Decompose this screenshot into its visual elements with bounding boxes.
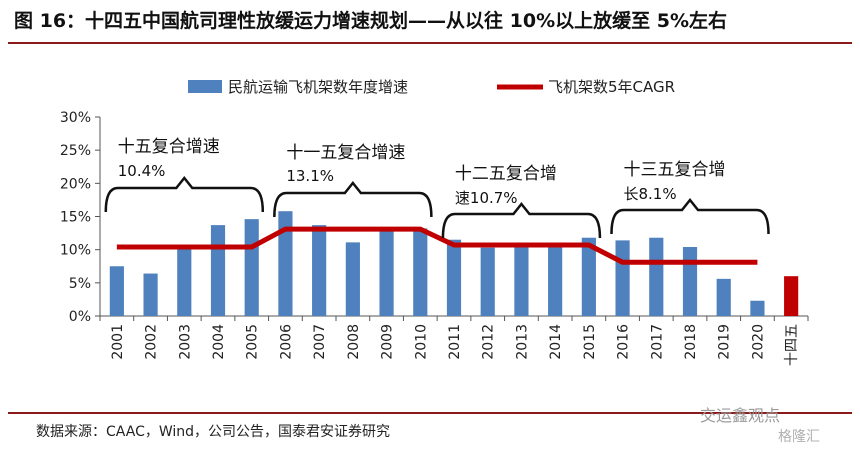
- bar: [716, 278, 731, 316]
- annotation-bracket: [273, 180, 433, 218]
- x-tick-label: 2014: [548, 324, 564, 360]
- bar: [548, 243, 563, 316]
- x-tick-label: 2009: [380, 324, 396, 360]
- bar: [480, 247, 495, 316]
- bar: [750, 300, 765, 316]
- annotation-bracket: [610, 197, 770, 235]
- x-tick-label: 2018: [683, 324, 699, 360]
- cagr-line: [116, 226, 758, 265]
- y-tick-label: 0%: [69, 309, 91, 325]
- bar: [682, 247, 698, 316]
- y-tick-label: 25%: [60, 143, 91, 159]
- x-tick-label: 2011: [447, 324, 463, 360]
- bar: [446, 239, 462, 316]
- x-tick-label: 2016: [616, 324, 632, 360]
- y-tick-label: 30%: [60, 110, 91, 126]
- x-tick-label: 2002: [144, 324, 160, 360]
- y-tick-label: 5%: [69, 276, 91, 292]
- x-tick-label: 2020: [750, 324, 766, 360]
- chart-title: 图 16：十四五中国航司理性放缓运力增速规划——从以往 10%以上放缓至 5%左…: [14, 10, 728, 32]
- x-tick-label: 2003: [177, 324, 193, 360]
- annotation-value: 长8.1%: [623, 185, 676, 203]
- x-tick-label: 2005: [245, 324, 261, 360]
- y-tick-label: 15%: [60, 210, 91, 226]
- bar: [143, 273, 158, 316]
- x-tick-label: 2012: [481, 324, 497, 360]
- annotation-title: 十五复合增速: [118, 137, 220, 157]
- bar: [784, 276, 799, 316]
- legend-bar-swatch: [188, 80, 222, 93]
- annotation-title: 十一五复合增速: [286, 143, 405, 163]
- y-tick-label: 20%: [60, 176, 91, 192]
- x-tick-label: 2015: [582, 324, 598, 360]
- x-tick-label: 2007: [312, 324, 328, 360]
- title-rule: [8, 42, 852, 44]
- y-tick-label: 10%: [60, 243, 91, 259]
- source-rule: [8, 412, 852, 414]
- bar: [312, 225, 327, 316]
- bar: [177, 245, 192, 316]
- bar: [109, 266, 124, 316]
- legend-line-label: 飞机架数5年CAGR: [548, 78, 675, 96]
- bar: [379, 231, 394, 316]
- annotation-bracket: [441, 201, 602, 239]
- watermark: 交运鑫观点: [700, 406, 781, 425]
- annotation-value: 速10.7%: [455, 189, 518, 207]
- x-tick-label: 2013: [514, 324, 530, 360]
- annotation-value: 10.4%: [118, 162, 166, 180]
- bar: [514, 243, 529, 316]
- bar: [345, 242, 360, 316]
- x-tick-label: 2004: [211, 324, 227, 360]
- annotation-value: 13.1%: [286, 167, 334, 185]
- x-tick-label: 2017: [649, 324, 665, 360]
- bar: [413, 228, 428, 316]
- x-tick-label: 2001: [110, 324, 126, 360]
- legend-bar-label: 民航运输飞机架数年度增速: [228, 78, 408, 96]
- annotation-bracket: [104, 175, 265, 213]
- x-tick-label: 2008: [346, 324, 362, 360]
- bar: [581, 237, 596, 316]
- bar: [278, 211, 293, 316]
- x-tick-label: 2019: [717, 324, 733, 360]
- annotation-title: 十二五复合增: [455, 164, 557, 184]
- x-tick-label: 2006: [278, 324, 294, 360]
- watermark-secondary: 格隆汇: [778, 429, 820, 445]
- annotation-title: 十三五复合增: [623, 160, 725, 180]
- bar: [649, 237, 664, 316]
- x-tick-label: 十四五: [784, 324, 800, 366]
- source-note: 数据来源：CAAC，Wind，公司公告，国泰君安证券研究: [36, 424, 391, 440]
- bar: [615, 240, 630, 316]
- bar: [244, 219, 259, 316]
- bar: [210, 225, 226, 316]
- x-tick-label: 2010: [413, 324, 429, 360]
